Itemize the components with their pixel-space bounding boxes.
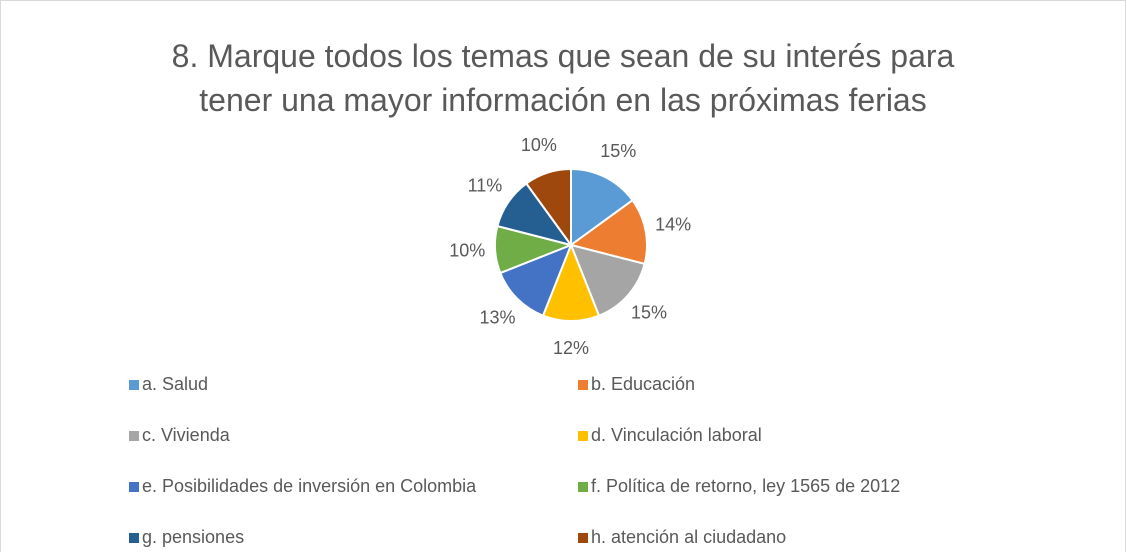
- legend-swatch: [129, 380, 139, 390]
- pie-slice: [569, 243, 646, 317]
- pie-slice: [524, 167, 572, 249]
- legend-label: g. pensiones: [142, 527, 244, 547]
- pie-slice: [568, 198, 648, 266]
- data-label: 15%: [631, 303, 667, 323]
- legend-swatch: [578, 533, 588, 543]
- legend-swatch: [578, 431, 588, 441]
- legend-swatch: [129, 482, 139, 492]
- data-label: 12%: [553, 338, 589, 358]
- legend-label: d. Vinculación laboral: [591, 425, 762, 445]
- legend-label: f. Política de retorno, ley 1565 de 2012: [591, 476, 900, 496]
- data-label: 14%: [655, 214, 691, 234]
- legend-label: a. Salud: [142, 374, 208, 394]
- data-label: 15%: [600, 141, 636, 161]
- legend-label: e. Posibilidades de inversión en Colombi…: [142, 476, 477, 496]
- legend-label: b. Educación: [591, 374, 695, 394]
- data-label: 11%: [468, 175, 503, 195]
- data-label: 13%: [479, 307, 515, 327]
- legend-swatch: [578, 482, 588, 492]
- legend-label: c. Vivienda: [142, 425, 231, 445]
- legend-swatch: [578, 380, 588, 390]
- pie-slice: [499, 243, 573, 317]
- data-label: 10%: [449, 240, 485, 260]
- pie-slice: [570, 167, 634, 247]
- legend-label: h. atención al ciudadano: [591, 527, 786, 547]
- data-label: 10%: [521, 135, 557, 155]
- chart-title: 8. Marque todos los temas que sean de su…: [171, 38, 955, 118]
- legend-swatch: [129, 431, 139, 441]
- legend-swatch: [129, 533, 139, 543]
